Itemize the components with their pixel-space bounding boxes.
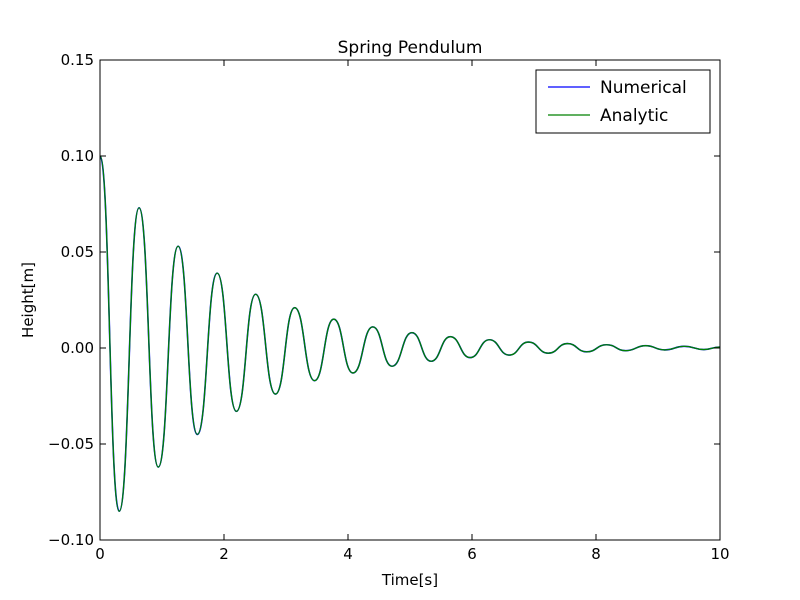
x-tick-label: 0 [95, 545, 105, 563]
y-tick-label: 0.15 [61, 51, 94, 69]
series-line-analytic [99, 155, 721, 512]
x-tick-label: 8 [591, 545, 601, 563]
y-tick-label: −0.05 [48, 435, 94, 453]
y-tick-label: 0.10 [61, 147, 94, 165]
series-layer [99, 155, 721, 512]
x-axis-label: Time[s] [381, 571, 438, 589]
legend-box [535, 69, 711, 134]
x-tick-label: 2 [219, 545, 229, 563]
legend-label-numerical: Numerical [600, 78, 687, 98]
y-tick-label: −0.10 [48, 531, 94, 549]
y-tick-label: 0.00 [61, 339, 94, 357]
chart-title: Spring Pendulum [338, 38, 483, 58]
plot-frame [99, 59, 721, 541]
y-axis-label: Height[m] [19, 262, 37, 338]
legend-label-analytic: Analytic [600, 106, 668, 126]
x-tick-label: 4 [343, 545, 353, 563]
ticks-layer: 0 2 4 6 8 10 −0.10 −0.05 0.00 0.05 0.10 0.15 [48, 51, 730, 563]
x-tick-label: 10 [710, 545, 729, 563]
y-tick-label: 0.05 [61, 243, 94, 261]
x-tick-label: 6 [467, 545, 477, 563]
legend: Numerical Analytic [535, 69, 711, 134]
